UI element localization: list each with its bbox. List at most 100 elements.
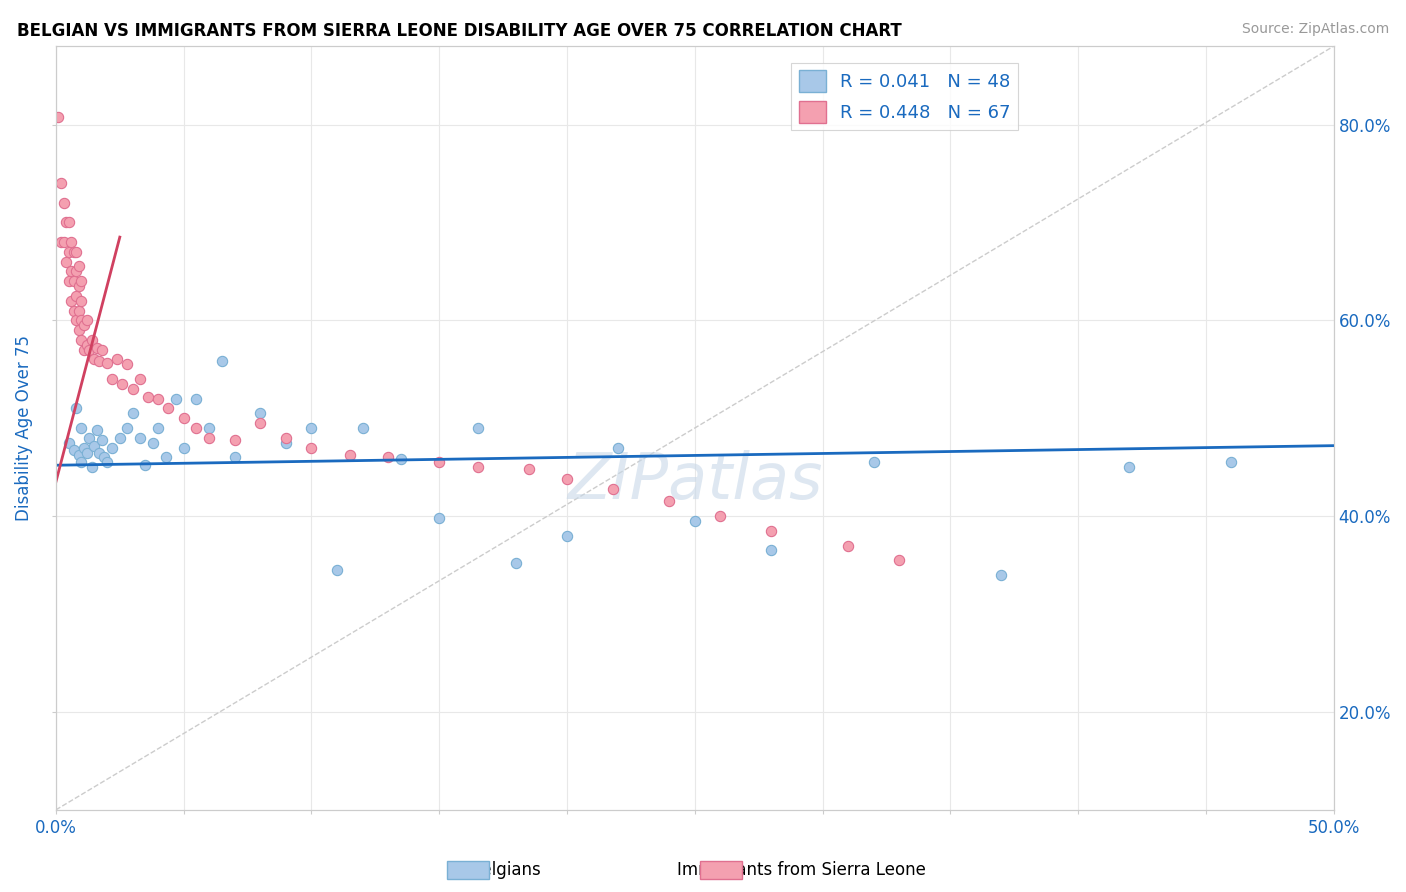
Point <box>198 421 221 435</box>
Point <box>65 264 87 278</box>
Point <box>65 289 87 303</box>
Point <box>117 421 139 435</box>
Point <box>274 431 297 445</box>
Text: Immigrants from Sierra Leone: Immigrants from Sierra Leone <box>676 861 927 879</box>
Point <box>224 433 246 447</box>
Point <box>1118 460 1140 475</box>
Point <box>86 423 108 437</box>
Point <box>80 333 103 347</box>
Point <box>658 494 681 508</box>
Point <box>155 450 177 465</box>
Point <box>70 333 93 347</box>
Point <box>129 372 152 386</box>
Point <box>301 421 323 435</box>
Point <box>70 313 93 327</box>
Point <box>62 442 84 457</box>
Point <box>326 563 349 577</box>
Point <box>173 411 195 425</box>
Point <box>62 244 84 259</box>
Point <box>58 244 80 259</box>
Point <box>101 441 124 455</box>
Point <box>77 343 100 357</box>
Point <box>52 195 75 210</box>
Point <box>146 421 169 435</box>
Point <box>49 176 72 190</box>
Point <box>427 455 450 469</box>
Point <box>555 472 578 486</box>
Point <box>73 318 96 333</box>
Point <box>111 376 134 391</box>
Point <box>105 352 128 367</box>
Text: BELGIAN VS IMMIGRANTS FROM SIERRA LEONE DISABILITY AGE OVER 75 CORRELATION CHART: BELGIAN VS IMMIGRANTS FROM SIERRA LEONE … <box>17 22 901 40</box>
Point <box>67 279 90 293</box>
Point <box>837 539 859 553</box>
Point <box>186 421 208 435</box>
Point <box>83 439 105 453</box>
Point <box>70 293 93 308</box>
Point <box>121 406 143 420</box>
Text: ZIPatlas: ZIPatlas <box>567 450 823 513</box>
Point <box>198 431 221 445</box>
Point <box>129 431 152 445</box>
Point <box>1220 455 1243 469</box>
Point <box>134 458 156 473</box>
Point <box>173 441 195 455</box>
Point <box>165 392 187 406</box>
Point <box>48 110 70 124</box>
Point <box>65 401 87 416</box>
Legend: R = 0.041   N = 48, R = 0.448   N = 67: R = 0.041 N = 48, R = 0.448 N = 67 <box>792 62 1018 130</box>
Point <box>73 343 96 357</box>
Point <box>249 416 271 430</box>
Point <box>55 215 77 229</box>
Point <box>602 482 624 496</box>
Point <box>101 372 124 386</box>
Point <box>65 244 87 259</box>
Point <box>862 455 884 469</box>
Point <box>377 450 399 465</box>
Point <box>555 529 578 543</box>
Point <box>49 235 72 249</box>
Point <box>505 556 527 570</box>
Point <box>93 450 115 465</box>
Point <box>76 313 98 327</box>
Point <box>96 356 118 370</box>
Point <box>62 303 84 318</box>
Point <box>70 274 93 288</box>
Point <box>83 352 105 367</box>
Point <box>90 433 112 447</box>
Point <box>86 341 108 355</box>
Y-axis label: Disability Age Over 75: Disability Age Over 75 <box>15 335 32 521</box>
Point <box>389 452 412 467</box>
Point <box>761 543 783 558</box>
Point <box>607 441 630 455</box>
Point <box>467 460 489 475</box>
Text: Belgians: Belgians <box>471 861 541 879</box>
Point <box>70 421 93 435</box>
Point <box>67 449 90 463</box>
Point <box>60 293 83 308</box>
Point <box>142 435 165 450</box>
Point <box>339 449 361 463</box>
Point <box>121 382 143 396</box>
Point <box>90 343 112 357</box>
Point <box>67 260 90 274</box>
Point <box>108 431 131 445</box>
Point <box>146 392 169 406</box>
Point <box>70 455 93 469</box>
Point <box>55 254 77 268</box>
Point <box>65 313 87 327</box>
Point <box>990 567 1012 582</box>
Point <box>249 406 271 420</box>
Point <box>62 274 84 288</box>
Point <box>96 455 118 469</box>
Point <box>301 441 323 455</box>
Point <box>58 274 80 288</box>
Point <box>427 511 450 525</box>
Point <box>224 450 246 465</box>
Point <box>352 421 374 435</box>
Point <box>67 323 90 337</box>
Point <box>89 354 111 368</box>
Point <box>77 431 100 445</box>
Point <box>117 358 139 372</box>
Point <box>274 435 297 450</box>
